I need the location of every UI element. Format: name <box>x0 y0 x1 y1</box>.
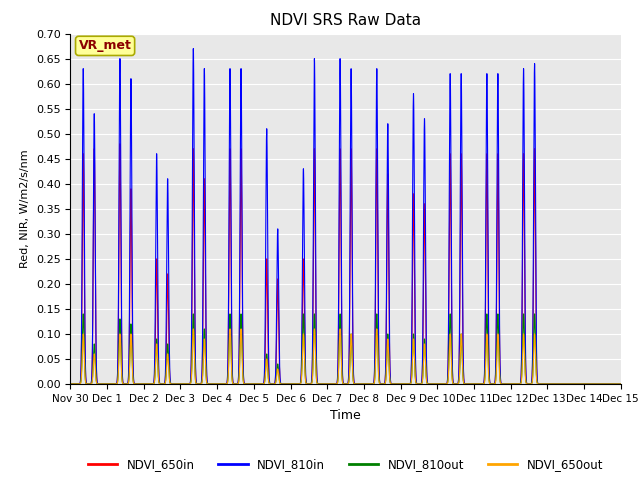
Text: VR_met: VR_met <box>79 39 132 52</box>
X-axis label: Time: Time <box>330 409 361 422</box>
Legend: NDVI_650in, NDVI_810in, NDVI_810out, NDVI_650out: NDVI_650in, NDVI_810in, NDVI_810out, NDV… <box>83 454 608 476</box>
Y-axis label: Red, NIR, W/m2/s/nm: Red, NIR, W/m2/s/nm <box>20 149 30 268</box>
Title: NDVI SRS Raw Data: NDVI SRS Raw Data <box>270 13 421 28</box>
